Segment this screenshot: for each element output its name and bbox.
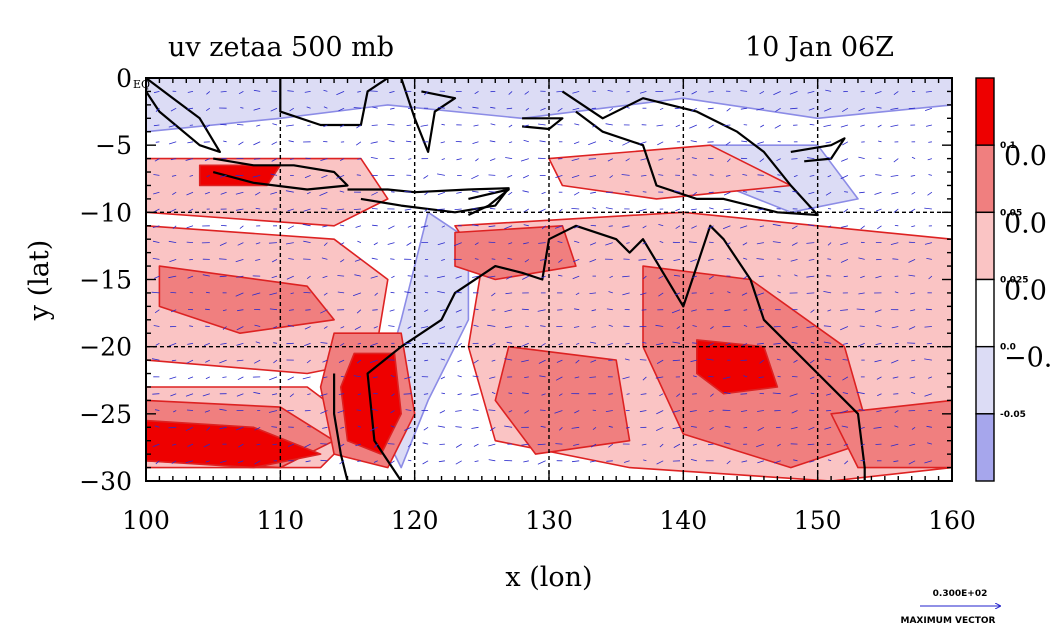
wind-vector [895,343,898,344]
y-tick-label: −20 [79,333,132,362]
colorbar-swatch [976,280,994,347]
wind-vector [555,444,562,445]
wind-vector [507,209,512,210]
wind-vector [807,293,815,294]
wind-vector [909,108,915,109]
wind-vector [304,292,311,293]
wind-vector [489,242,496,243]
colorbar-swatch [976,414,994,481]
wind-vector [320,444,327,445]
colorbar-side-label: 0.0 [1004,276,1047,307]
plot-area [146,78,952,481]
wind-vector [640,360,647,361]
x-axis-label: x (lon) [505,562,592,593]
wind-vector [489,175,496,176]
chart-time-label: 10 Jan 06Z [745,32,894,63]
wind-vector [190,292,193,293]
wind-vector [759,276,764,277]
wind-vector [692,343,697,344]
wind-vector [307,125,310,126]
wind-vector [791,159,797,160]
wind-vector [828,209,831,210]
wind-vector [370,91,378,92]
y-tick-label: −15 [79,266,132,295]
wind-vector [372,125,378,126]
colorbar-level-label: -0.05 [1000,410,1026,420]
colorbar-swatch [976,78,994,145]
colorbar-side-label: 0.0 [1004,141,1047,172]
wind-vector [709,192,714,193]
colorbar-side-label: 0.0 [1004,208,1047,239]
wind-vector [422,343,428,344]
wind-vector [156,142,160,143]
max-vector-value: 0.300E+02 [933,589,988,599]
wind-vector [187,410,193,411]
max-vector-label: MAXIMUM VECTOR [900,616,995,626]
wind-vector [321,460,328,461]
wind-vector [391,192,395,193]
eq-label: EQ [133,78,150,91]
x-tick-label: 100 [122,506,170,535]
y-axis-label: y (lat) [24,240,55,322]
wind-vector [388,444,395,445]
wind-vector [926,309,932,310]
y-tick-label: 0 [116,64,132,93]
wind-vector [741,394,748,395]
wind-vector [404,394,412,395]
x-tick-label: 140 [659,506,707,535]
wind-vector [642,310,647,311]
wind-vector [170,292,176,293]
wind-vector [187,242,193,243]
x-tick-label: 120 [391,506,439,535]
x-tick-label: 130 [525,506,573,535]
max-vector-legend: 0.300E+02 MAXIMUM VECTOR [900,589,1000,626]
x-tick-label: 160 [928,506,976,535]
y-tick-label: −25 [79,400,132,429]
wind-vector [408,360,412,361]
wind-vector [341,376,344,377]
wind-vector [606,461,613,462]
wind-vector [205,309,210,310]
wind-vector [152,394,159,395]
x-tick-label: 110 [256,506,304,535]
wind-vector [437,209,445,210]
wind-vector [305,310,310,311]
wind-vector [861,91,865,92]
colorbar-side-label: −0. [1004,343,1052,374]
colorbar-swatch [976,212,994,279]
wind-vector [778,276,781,277]
wind-vector [860,326,865,327]
x-tick-label: 150 [794,506,842,535]
y-tick-label: −5 [95,131,132,160]
y-tick-label: −30 [79,467,132,496]
wind-vector [522,309,529,310]
wind-vector [556,91,562,92]
wind-vector [709,242,714,243]
colorbar-swatch [976,347,994,414]
wind-vector [372,310,377,311]
y-tick-label: −10 [79,198,132,227]
wind-vector [811,393,815,394]
colorbar-swatch [976,145,994,212]
wind-vector [777,259,781,260]
chart-title: uv zetaa 500 mb [168,32,394,63]
wind-vector [540,410,546,411]
